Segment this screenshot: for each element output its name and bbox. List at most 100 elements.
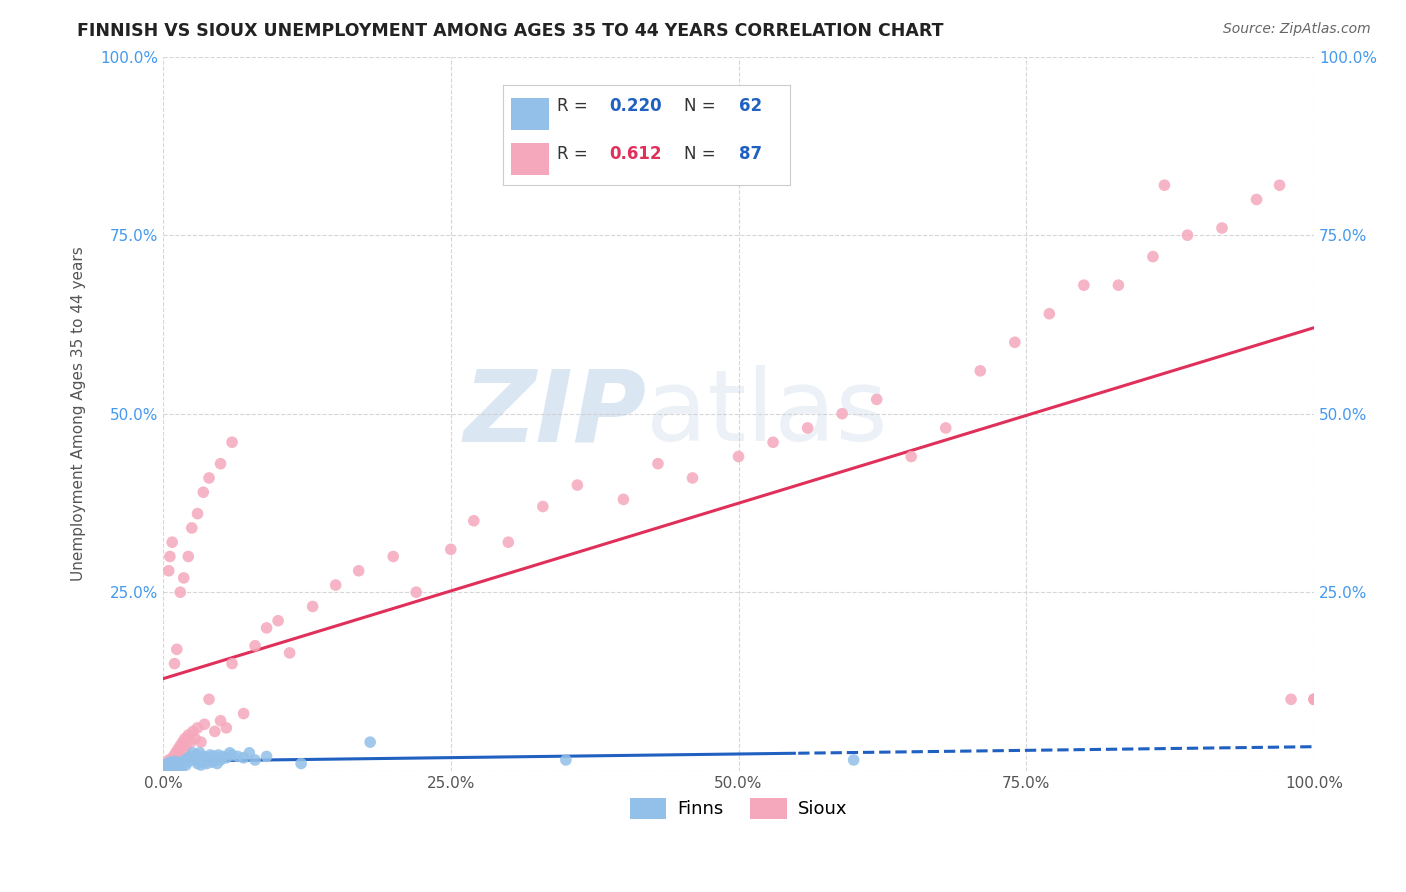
Point xyxy=(198,692,221,706)
Point xyxy=(278,646,301,660)
Y-axis label: Unemployment Among Ages 35 to 44 years: Unemployment Among Ages 35 to 44 years xyxy=(72,246,86,581)
Point xyxy=(172,735,194,749)
Point xyxy=(1142,250,1164,264)
Point xyxy=(193,755,215,769)
Point xyxy=(156,762,179,776)
Point xyxy=(221,747,243,762)
Point xyxy=(188,746,211,760)
Point xyxy=(186,747,208,762)
Point xyxy=(181,724,204,739)
Point xyxy=(198,753,221,767)
Point xyxy=(1303,692,1326,706)
Point xyxy=(186,721,208,735)
Point xyxy=(157,762,180,776)
Point xyxy=(866,392,889,407)
Point xyxy=(156,756,179,771)
Point xyxy=(226,749,249,764)
Point xyxy=(180,735,202,749)
Point xyxy=(243,639,266,653)
Point xyxy=(1177,228,1199,243)
Point xyxy=(193,749,215,764)
Point xyxy=(498,535,520,549)
Point xyxy=(165,746,187,760)
Point xyxy=(160,758,183,772)
Point xyxy=(166,642,188,657)
Point xyxy=(155,756,177,771)
Point xyxy=(159,759,181,773)
Point xyxy=(1153,178,1175,193)
Point xyxy=(209,457,232,471)
Point xyxy=(177,751,200,765)
Point xyxy=(1073,278,1095,293)
Point xyxy=(1279,692,1302,706)
Point xyxy=(382,549,405,564)
Point xyxy=(163,758,186,772)
Point xyxy=(205,756,228,771)
Point xyxy=(325,578,347,592)
Point xyxy=(218,746,240,760)
Point xyxy=(200,751,222,765)
Point xyxy=(201,755,224,769)
Point xyxy=(193,717,215,731)
Point xyxy=(256,749,278,764)
Point xyxy=(1004,335,1026,350)
Point xyxy=(162,749,184,764)
Point xyxy=(1246,193,1268,207)
Point xyxy=(176,755,198,769)
Point xyxy=(935,421,957,435)
Point xyxy=(186,756,208,771)
Point xyxy=(647,457,669,471)
Point xyxy=(204,752,226,766)
Point xyxy=(347,564,370,578)
Point xyxy=(167,742,190,756)
Point xyxy=(727,450,749,464)
Point xyxy=(682,471,704,485)
Point xyxy=(173,756,195,770)
Point xyxy=(170,749,193,764)
Point xyxy=(157,564,180,578)
Point xyxy=(159,755,181,769)
Point xyxy=(160,757,183,772)
Point xyxy=(195,756,218,771)
Text: atlas: atlas xyxy=(647,365,889,462)
Point xyxy=(169,739,191,753)
Point xyxy=(440,542,463,557)
Point xyxy=(207,747,229,762)
Point xyxy=(969,364,991,378)
Point xyxy=(170,761,193,775)
Point xyxy=(191,754,214,768)
Text: FINNISH VS SIOUX UNEMPLOYMENT AMONG AGES 35 TO 44 YEARS CORRELATION CHART: FINNISH VS SIOUX UNEMPLOYMENT AMONG AGES… xyxy=(77,22,943,40)
Point xyxy=(174,758,197,772)
Point xyxy=(238,746,260,760)
Point xyxy=(177,728,200,742)
Point xyxy=(1268,178,1291,193)
Legend: Finns, Sioux: Finns, Sioux xyxy=(623,790,853,826)
Point xyxy=(174,739,197,753)
Point xyxy=(159,549,181,564)
Point xyxy=(198,747,221,762)
Point xyxy=(163,657,186,671)
Point xyxy=(256,621,278,635)
Point xyxy=(162,756,184,770)
Point xyxy=(209,714,232,728)
Point xyxy=(163,760,186,774)
Text: ZIP: ZIP xyxy=(464,365,647,462)
Point xyxy=(1303,692,1326,706)
Point xyxy=(184,753,207,767)
Point xyxy=(194,751,217,765)
Point xyxy=(290,756,312,771)
Point xyxy=(180,752,202,766)
Point xyxy=(177,549,200,564)
Point xyxy=(155,760,177,774)
Point xyxy=(202,749,225,764)
Point xyxy=(842,753,865,767)
Point xyxy=(157,762,180,776)
Point xyxy=(211,749,233,764)
Text: Source: ZipAtlas.com: Source: ZipAtlas.com xyxy=(1223,22,1371,37)
Point xyxy=(181,746,204,760)
Point xyxy=(567,478,589,492)
Point xyxy=(155,760,177,774)
Point xyxy=(167,744,190,758)
Point xyxy=(900,450,922,464)
Point xyxy=(160,761,183,775)
